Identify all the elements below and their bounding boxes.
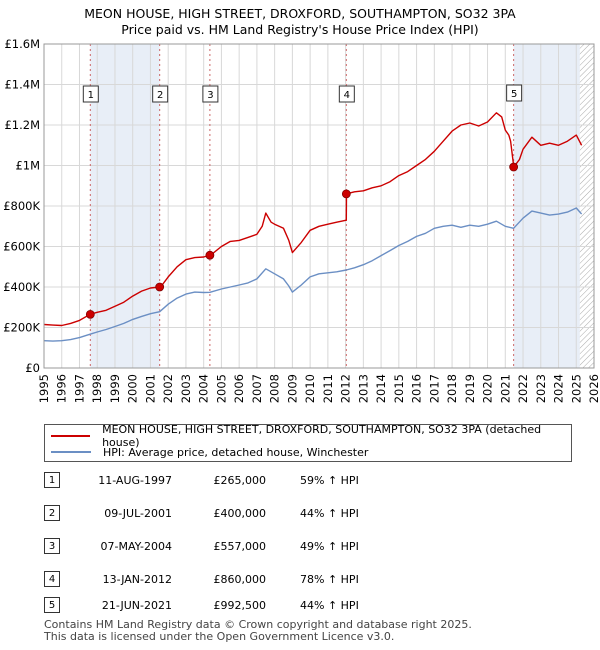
footer-copyright: Contains HM Land Registry data © Crown c… <box>44 618 472 631</box>
sale-point <box>155 282 165 292</box>
x-tick-label: 1996 <box>55 374 69 403</box>
sale-marker-number: 1 <box>88 90 94 101</box>
x-tick-label: 2021 <box>498 374 512 403</box>
x-tick-label: 2000 <box>126 374 140 403</box>
y-tick-label: £800K <box>3 199 40 213</box>
x-tick-label: 1998 <box>90 374 104 403</box>
x-tick-label: 1995 <box>37 374 51 403</box>
sale-date: 13-JAN-2012 <box>102 573 172 586</box>
sale-marker-box <box>506 84 523 102</box>
y-tick-label: £1.4M <box>4 78 40 92</box>
x-tick-label: 2020 <box>481 374 495 403</box>
y-tick-label: £1M <box>15 159 40 173</box>
x-tick-label: 2003 <box>179 374 193 403</box>
x-tick-label: 2007 <box>250 374 264 403</box>
x-tick-label: 2015 <box>392 374 406 403</box>
x-tick-label: 2019 <box>463 374 477 403</box>
sale-point <box>205 250 215 260</box>
sale-marker-number: 4 <box>344 90 350 101</box>
x-tick-label: 2025 <box>569 374 583 403</box>
x-tick-label: 2010 <box>303 374 317 403</box>
table-row: 2 09-JUL-2001 £400,000 44% ↑ HPI <box>44 505 524 523</box>
x-tick-label: 2014 <box>374 374 388 403</box>
x-tick-label: 2017 <box>427 374 441 403</box>
y-tick-label: £400K <box>3 280 40 294</box>
x-tick-label: 2004 <box>197 374 211 403</box>
x-tick-label: 2011 <box>321 374 335 403</box>
series-line-property <box>43 112 583 327</box>
sale-marker-box <box>338 85 355 103</box>
legend-label-hpi: HPI: Average price, detached house, Winc… <box>103 445 369 459</box>
sale-point <box>341 189 351 199</box>
chart-subtitle: Price paid vs. HM Land Registry's House … <box>121 22 479 37</box>
x-tick-label: 1997 <box>72 374 86 403</box>
x-tick-label: 2008 <box>268 374 282 403</box>
sale-marker-number: 2 <box>157 90 163 101</box>
sale-marker-number: 5 <box>511 89 517 100</box>
x-tick-label: 2002 <box>161 374 175 403</box>
y-tick-label: £0 <box>25 361 40 375</box>
sale-point <box>85 309 95 319</box>
sale-date: 21-JUN-2021 <box>101 599 172 612</box>
y-tick-label: £200K <box>3 321 40 335</box>
sale-number-badge: 1 <box>44 472 60 488</box>
y-tick-label: £1.6M <box>4 37 40 51</box>
x-tick-label: 2023 <box>534 374 548 403</box>
table-row: 5 21-JUN-2021 £992,500 44% ↑ HPI <box>44 597 524 615</box>
sale-hpi-change: 49% ↑ HPI <box>300 540 359 553</box>
footer-licence: This data is licensed under the Open Gov… <box>44 630 395 643</box>
sale-number-badge: 5 <box>44 597 60 613</box>
sale-price: £557,000 <box>213 540 267 553</box>
x-tick-label: 2018 <box>445 374 459 403</box>
sale-number-badge: 2 <box>44 505 60 521</box>
sale-number-badge: 3 <box>44 538 60 554</box>
sale-date: 09-JUL-2001 <box>104 507 172 520</box>
sale-hpi-change: 44% ↑ HPI <box>300 599 359 612</box>
sale-marker-box <box>152 85 169 103</box>
x-tick-label: 2022 <box>516 374 530 403</box>
sale-hpi-change: 59% ↑ HPI <box>300 474 359 487</box>
sale-hpi-change: 44% ↑ HPI <box>300 507 359 520</box>
legend-item-property: MEON HOUSE, HIGH STREET, DROXFORD, SOUTH… <box>51 423 571 449</box>
x-tick-label: 2006 <box>232 374 246 403</box>
legend-swatch-property <box>51 435 91 437</box>
x-tick-label: 2005 <box>214 374 228 403</box>
sale-marker-number: 3 <box>207 90 213 101</box>
sale-date: 07-MAY-2004 <box>100 540 172 553</box>
x-tick-label: 2024 <box>552 374 566 403</box>
sale-price: £265,000 <box>213 474 267 487</box>
table-row: 1 11-AUG-1997 £265,000 59% ↑ HPI <box>44 472 524 490</box>
sale-number-badge: 4 <box>44 571 60 587</box>
x-tick-label: 2013 <box>356 374 370 403</box>
legend-swatch-hpi <box>51 451 91 453</box>
sale-price: £860,000 <box>213 573 267 586</box>
sale-hpi-change: 78% ↑ HPI <box>300 573 359 586</box>
chart-title: MEON HOUSE, HIGH STREET, DROXFORD, SOUTH… <box>84 6 516 21</box>
price-chart: 1 2 3 4 5 £0 £200K £400K £600K £800K £1M £1.2M £1.4… <box>3 37 600 403</box>
table-row: 4 13-JAN-2012 £860,000 78% ↑ HPI <box>44 571 524 589</box>
legend-label-property: MEON HOUSE, HIGH STREET, DROXFORD, SOUTH… <box>102 423 542 449</box>
x-tick-label: 2016 <box>410 374 424 403</box>
table-row: 3 07-MAY-2004 £557,000 49% ↑ HPI <box>44 538 524 556</box>
x-tick-label: 2026 <box>587 374 600 403</box>
x-tick-label: 1999 <box>108 374 122 403</box>
plot-frame <box>43 43 595 369</box>
legend-item-hpi: HPI: Average price, detached house, Winc… <box>51 444 368 460</box>
sale-price: £400,000 <box>213 507 267 520</box>
series-line-hpi <box>43 207 583 342</box>
sale-marker-box <box>82 85 99 103</box>
x-tick-label: 2001 <box>143 374 157 403</box>
sale-point <box>509 162 519 172</box>
footer-attribution: Contains HM Land Registry data © Crown c… <box>44 619 472 643</box>
x-tick-label: 2009 <box>285 374 299 403</box>
y-tick-label: £1.2M <box>4 118 40 132</box>
legend: MEON HOUSE, HIGH STREET, DROXFORD, SOUTH… <box>44 423 572 462</box>
sale-price: £992,500 <box>213 599 267 612</box>
sale-marker-box <box>202 85 219 103</box>
x-tick-label: 2012 <box>339 374 353 403</box>
y-tick-label: £600K <box>3 240 40 254</box>
sale-date: 11-AUG-1997 <box>98 474 172 487</box>
